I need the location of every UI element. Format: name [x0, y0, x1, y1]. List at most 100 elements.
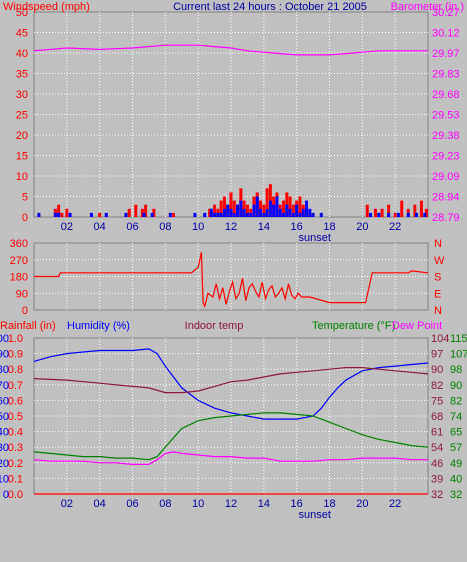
windspeed-bar: [319, 212, 323, 217]
barometer-tick-label: 28.79: [432, 212, 460, 224]
barometer-tick-label: 30.27: [432, 7, 460, 19]
rainfall-axis-title: Rainfall (in): [0, 320, 56, 332]
indoor-temp-tick-label: 68: [431, 411, 443, 423]
windspeed-bar: [203, 212, 207, 217]
direction-tick-label: 270: [10, 255, 28, 267]
gust-bar: [65, 208, 69, 217]
temperature-tick-label: 40: [450, 473, 462, 485]
gust-bar: [387, 204, 391, 217]
indoor-temp-tick-label: 54: [431, 442, 443, 454]
humidity-tick-label: 80: [0, 364, 9, 376]
temp-x-tick-label: 02: [61, 498, 73, 510]
windspeed-bar: [209, 208, 213, 217]
wind-tick-label: 40: [16, 48, 28, 60]
gust-bar: [144, 204, 148, 217]
rain-tick-label: 0.8: [8, 364, 23, 376]
wind-tick-label: 25: [16, 110, 28, 122]
windspeed-bar: [104, 212, 108, 217]
windspeed-bar: [291, 212, 295, 217]
windspeed-bar: [311, 212, 315, 217]
wind-x-tick-label: 02: [61, 221, 73, 233]
windspeed-bar: [295, 204, 299, 217]
temperature-axis-title: Temperature (°F): [312, 320, 395, 332]
windspeed-bar: [229, 208, 233, 217]
humidity-axis-title: Humidity (%): [67, 320, 130, 332]
windspeed-bar: [219, 212, 223, 217]
rain-tick-label: 0.2: [8, 458, 23, 470]
windspeed-bar: [222, 208, 226, 217]
wind-tick-label: 0: [22, 212, 28, 224]
temp-x-tick-label: 12: [225, 498, 237, 510]
indoor-temp-line: [33, 367, 429, 394]
humidity-tick-label: 60: [0, 395, 9, 407]
temperature-tick-label: 82: [450, 395, 462, 407]
dew-point-line: [33, 451, 428, 465]
temp-x-tick-label: 20: [356, 498, 368, 510]
windspeed-bar: [298, 212, 302, 217]
windspeed-bar: [369, 212, 373, 217]
rain-tick-label: 0.7: [8, 380, 23, 392]
windspeed-bar: [150, 212, 154, 217]
wind-x-tick-label: 14: [258, 221, 270, 233]
barometer-line: [33, 44, 428, 56]
gust-bar: [140, 208, 144, 217]
dewpoint-axis-title: Dew Point: [392, 320, 442, 332]
rain-tick-label: 0.4: [8, 427, 23, 439]
gust-bar: [291, 204, 295, 217]
windspeed-bar: [124, 212, 128, 217]
humidity-tick-label: 30: [0, 442, 9, 454]
windspeed-bar: [406, 212, 410, 217]
wind-axis-title: Windspeed (mph): [3, 1, 90, 13]
indoor-temp-tick-label: 39: [431, 473, 443, 485]
windspeed-bar: [387, 212, 391, 217]
windspeed-bar: [275, 196, 279, 217]
indoor-temp-tick-label: 61: [431, 427, 443, 439]
humidity-tick-label: 0: [3, 489, 9, 501]
wind-tick-label: 50: [16, 7, 28, 19]
rain-tick-label: 0.9: [8, 349, 23, 361]
rain-tick-label: 0.3: [8, 442, 23, 454]
temp-x-tick-label: 08: [159, 498, 171, 510]
windspeed-bar: [259, 208, 263, 217]
rain-tick-label: 0.6: [8, 395, 23, 407]
compass-tick-label: S: [434, 272, 441, 284]
gust-bar: [400, 200, 404, 217]
gust-bar: [413, 204, 417, 217]
humidity-tick-label: 100: [0, 333, 9, 345]
compass-tick-label: W: [434, 255, 445, 267]
gust-bar: [393, 212, 397, 217]
windspeed-bar: [255, 196, 259, 217]
windspeed-bar: [272, 204, 276, 217]
windspeed-bar: [285, 204, 289, 217]
indoor-temp-tick-label: 75: [431, 395, 443, 407]
barometer-tick-label: 28.94: [432, 192, 460, 204]
temperature-line: [33, 412, 429, 461]
rain-tick-label: 1.0: [8, 333, 23, 345]
wind-x-tick-label: 04: [94, 221, 106, 233]
windspeed-bar: [396, 212, 400, 217]
humidity-tick-label: 70: [0, 380, 9, 392]
windspeed-bar: [57, 212, 61, 217]
direction-line: [34, 252, 429, 309]
indoor-temp-tick-label: 90: [431, 364, 443, 376]
barometer-tick-label: 29.23: [432, 151, 460, 163]
temperature-tick-label: 49: [450, 458, 462, 470]
sunset-label-bottom: sunset: [299, 509, 331, 521]
gust-bar: [57, 204, 61, 217]
windspeed-bar: [252, 204, 256, 217]
barometer-tick-label: 29.09: [432, 171, 460, 183]
gust-bar: [298, 196, 302, 217]
wind-tick-label: 35: [16, 69, 28, 81]
barometer-tick-label: 30.12: [432, 28, 460, 40]
windspeed-bar: [239, 200, 243, 217]
direction-tick-label: 180: [10, 272, 28, 284]
wind-x-tick-label: 08: [159, 221, 171, 233]
windspeed-bar: [53, 212, 57, 217]
indoor-temp-tick-label: 32: [431, 489, 443, 501]
temperature-tick-label: 32: [450, 489, 462, 501]
wind-x-tick-label: 18: [323, 221, 335, 233]
direction-tick-label: 360: [10, 238, 28, 250]
direction-tick-label: 0: [22, 305, 28, 317]
windspeed-bar: [282, 212, 286, 217]
